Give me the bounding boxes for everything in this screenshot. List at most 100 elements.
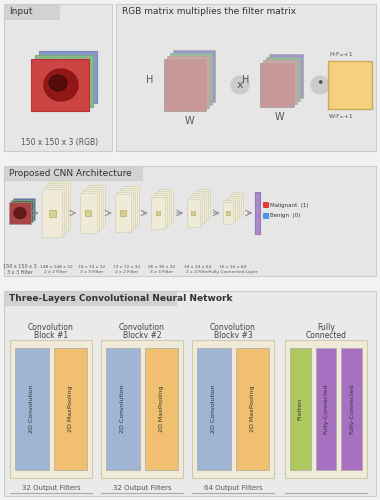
Text: Connected: Connected (306, 332, 347, 340)
Text: 150 x 150 x 3 (RGB): 150 x 150 x 3 (RGB) (21, 138, 98, 147)
Text: 2 x 2 Filter: 2 x 2 Filter (116, 270, 139, 274)
FancyBboxPatch shape (155, 210, 160, 216)
FancyBboxPatch shape (79, 193, 97, 233)
Text: 32 Output Filters: 32 Output Filters (22, 485, 80, 491)
Text: Convolution: Convolution (210, 322, 256, 332)
FancyBboxPatch shape (188, 197, 201, 225)
Text: H: H (146, 75, 154, 85)
Text: Blockv #3: Blockv #3 (214, 332, 252, 340)
Text: Convolution: Convolution (28, 322, 74, 332)
FancyBboxPatch shape (46, 185, 66, 233)
FancyBboxPatch shape (290, 348, 311, 470)
FancyBboxPatch shape (191, 210, 195, 216)
Text: •: • (316, 78, 324, 90)
Text: 3 x 3 Filter: 3 x 3 Filter (150, 270, 174, 274)
Text: 3 x 3 Filter: 3 x 3 Filter (81, 270, 104, 274)
Ellipse shape (14, 208, 26, 218)
FancyBboxPatch shape (195, 191, 207, 219)
FancyBboxPatch shape (87, 185, 105, 225)
FancyBboxPatch shape (86, 187, 103, 227)
FancyBboxPatch shape (4, 292, 176, 305)
FancyBboxPatch shape (120, 210, 126, 216)
Text: 74 x 74 x 32: 74 x 74 x 32 (78, 265, 106, 269)
Text: 2 x 2 Filter: 2 x 2 Filter (44, 270, 68, 274)
Text: Fully-Connected: Fully-Connected (323, 384, 328, 434)
FancyBboxPatch shape (341, 348, 362, 470)
FancyBboxPatch shape (4, 4, 112, 151)
FancyBboxPatch shape (269, 54, 303, 98)
FancyBboxPatch shape (50, 181, 70, 229)
Text: RGB matrix multiplies the filter matrix: RGB matrix multiplies the filter matrix (122, 8, 296, 16)
Text: H-Fₘ+1: H-Fₘ+1 (329, 52, 353, 58)
Text: 2D Convolution: 2D Convolution (29, 384, 34, 434)
Ellipse shape (44, 69, 78, 101)
FancyBboxPatch shape (263, 202, 268, 207)
FancyBboxPatch shape (260, 63, 294, 107)
Text: W: W (184, 116, 194, 126)
FancyBboxPatch shape (227, 198, 237, 220)
Text: Proposed CNN Architecture: Proposed CNN Architecture (9, 169, 132, 178)
FancyBboxPatch shape (11, 200, 33, 222)
Text: 150 x 150 x 3: 150 x 150 x 3 (3, 264, 37, 270)
Text: W-Fₘ+1: W-Fₘ+1 (329, 114, 354, 119)
Text: 32 Output Filters: 32 Output Filters (113, 485, 171, 491)
Text: 72 x 72 x 32: 72 x 72 x 32 (113, 265, 141, 269)
FancyBboxPatch shape (159, 189, 173, 221)
Text: Blockv #2: Blockv #2 (123, 332, 162, 340)
FancyBboxPatch shape (85, 210, 91, 216)
FancyBboxPatch shape (13, 198, 35, 220)
Text: 34 x 34 x 64: 34 x 34 x 64 (184, 265, 212, 269)
FancyBboxPatch shape (190, 195, 204, 223)
Text: Fully Connected Layer: Fully Connected Layer (209, 270, 257, 274)
Text: 2 x 2 Filter: 2 x 2 Filter (187, 270, 209, 274)
Text: Block #1: Block #1 (34, 332, 68, 340)
Text: Benign  (0): Benign (0) (270, 214, 300, 218)
FancyBboxPatch shape (226, 211, 230, 215)
Text: Three-Layers Convolutional Neural Network: Three-Layers Convolutional Neural Networ… (9, 294, 233, 303)
FancyBboxPatch shape (123, 186, 139, 224)
FancyBboxPatch shape (44, 187, 64, 235)
Text: Fully: Fully (317, 322, 335, 332)
FancyBboxPatch shape (192, 340, 274, 478)
FancyBboxPatch shape (4, 166, 376, 276)
FancyBboxPatch shape (225, 200, 235, 222)
Text: 64 Output Filters: 64 Output Filters (204, 485, 262, 491)
FancyBboxPatch shape (54, 348, 87, 470)
Text: H: H (242, 75, 250, 85)
Text: x: x (237, 80, 243, 90)
FancyBboxPatch shape (81, 191, 98, 231)
Text: 2D MaxPooling: 2D MaxPooling (68, 386, 73, 432)
FancyBboxPatch shape (164, 59, 206, 111)
FancyBboxPatch shape (255, 192, 260, 234)
FancyBboxPatch shape (117, 192, 133, 230)
FancyBboxPatch shape (4, 291, 376, 496)
FancyBboxPatch shape (187, 199, 200, 227)
FancyBboxPatch shape (236, 348, 269, 470)
FancyBboxPatch shape (157, 191, 171, 223)
FancyBboxPatch shape (4, 5, 59, 19)
FancyBboxPatch shape (316, 348, 336, 470)
FancyBboxPatch shape (328, 61, 372, 109)
FancyBboxPatch shape (223, 202, 233, 224)
FancyBboxPatch shape (263, 60, 297, 104)
Text: Convolution: Convolution (119, 322, 165, 332)
Text: Flatten: Flatten (298, 398, 303, 420)
FancyBboxPatch shape (39, 51, 97, 103)
FancyBboxPatch shape (42, 189, 62, 237)
FancyBboxPatch shape (106, 348, 139, 470)
FancyBboxPatch shape (231, 194, 241, 216)
Text: 2D MaxPooling: 2D MaxPooling (159, 386, 164, 432)
FancyBboxPatch shape (10, 340, 92, 478)
FancyBboxPatch shape (193, 193, 206, 221)
FancyBboxPatch shape (260, 63, 294, 107)
Text: 2D Convolution: 2D Convolution (211, 384, 216, 434)
FancyBboxPatch shape (229, 196, 239, 218)
Text: Fully-Connected: Fully-Connected (349, 384, 354, 434)
Text: 148 x 148 x 32: 148 x 148 x 32 (40, 265, 72, 269)
Circle shape (231, 76, 249, 94)
FancyBboxPatch shape (263, 213, 268, 218)
FancyBboxPatch shape (164, 59, 206, 111)
Text: Input: Input (9, 8, 33, 16)
FancyBboxPatch shape (49, 210, 55, 216)
FancyBboxPatch shape (31, 59, 89, 111)
